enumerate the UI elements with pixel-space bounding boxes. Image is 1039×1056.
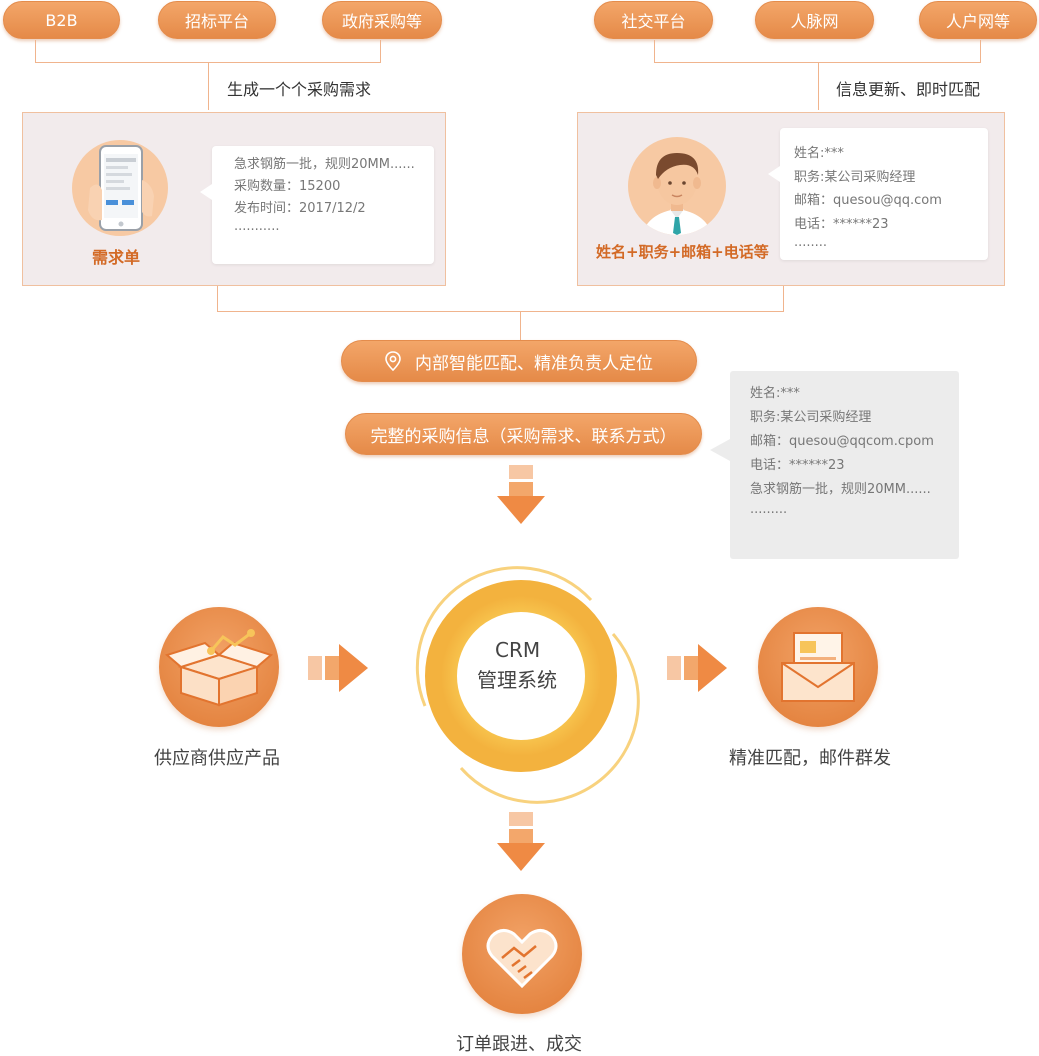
supplier-circle — [159, 607, 279, 727]
deal-circle — [462, 894, 582, 1014]
box-icon — [164, 629, 274, 707]
info-line: 职务:某公司采购经理 — [750, 410, 872, 425]
source-contacts-network: 人脉网 — [755, 1, 874, 39]
supplier-label: 供应商供应产品 — [154, 748, 280, 769]
source-government-procurement: 政府采购等 — [322, 1, 442, 39]
contact-line: 电话：******23 — [794, 216, 889, 232]
contact-panel: 姓名+职务+邮箱+电话等 姓名:*** 职务:某公司采购经理 邮箱：quesou… — [577, 112, 1005, 286]
connector-line — [380, 40, 381, 62]
connector-line — [520, 311, 521, 340]
contact-bubble: 姓名:*** 职务:某公司采购经理 邮箱：quesou@qq.com 电话：**… — [768, 128, 988, 260]
crm-title: CRM — [495, 638, 541, 662]
deal-label: 订单跟进、成交 — [456, 1034, 582, 1055]
envelope-icon — [781, 632, 855, 702]
demand-bubble: 急求钢筋一批，规则20MM...... 采购数量：15200 发布时间：2017… — [200, 146, 434, 264]
connector-line — [208, 62, 209, 110]
demand-line: 急求钢筋一批，规则20MM...... — [234, 157, 415, 172]
arrow-right-icon — [308, 644, 368, 692]
connector-line — [217, 286, 218, 311]
info-line: 电话：******23 — [750, 458, 845, 473]
connector-line — [217, 311, 784, 312]
demand-line: 采购数量：15200 — [234, 179, 341, 194]
contact-line: 邮箱：quesou@qq.com — [794, 193, 942, 208]
contact-line: ........ — [794, 235, 828, 250]
source-social-platform: 社交平台 — [594, 1, 713, 39]
demand-label: 需求单 — [92, 248, 141, 267]
connector-line — [654, 62, 981, 63]
demand-panel: 需求单 急求钢筋一批，规则20MM...... 采购数量：15200 发布时间：… — [22, 112, 446, 286]
info-line: 急求钢筋一批，规则20MM...... — [750, 482, 931, 497]
caption-generate-demands: 生成一个个采购需求 — [227, 80, 372, 99]
person-avatar-icon — [628, 137, 726, 235]
info-line: 姓名:*** — [750, 386, 800, 401]
info-pill: 完整的采购信息（采购需求、联系方式） — [345, 413, 702, 455]
source-bidding-platform: 招标平台 — [158, 1, 276, 39]
arrow-down-icon — [497, 465, 545, 524]
source-household-network: 人户网等 — [919, 1, 1037, 39]
demand-line: 发布时间：2017/12/2 — [234, 201, 366, 216]
connector-line — [818, 62, 819, 110]
match-pill-text: 内部智能匹配、精准负责人定位 — [415, 353, 653, 374]
email-circle — [758, 607, 878, 727]
connector-line — [783, 286, 784, 311]
match-pill: 内部智能匹配、精准负责人定位 — [341, 340, 697, 382]
arrow-down-icon — [497, 812, 545, 871]
arrow-right-icon — [667, 644, 727, 692]
phone-icon — [72, 140, 168, 236]
handshake-icon — [486, 929, 558, 989]
crm-subtitle: 管理系统 — [477, 668, 557, 692]
caption-update-match: 信息更新、即时匹配 — [836, 80, 981, 99]
connector-line — [980, 40, 981, 62]
info-line: 邮箱：quesou@qqcom.cpom — [750, 434, 934, 449]
email-label: 精准匹配，邮件群发 — [729, 748, 891, 769]
demand-line: ........... — [234, 219, 280, 234]
contact-line: 职务:某公司采购经理 — [794, 169, 916, 185]
info-line: ......... — [750, 502, 788, 517]
crm-ring — [415, 566, 640, 804]
location-pin-icon — [385, 351, 401, 372]
connector-line — [35, 40, 36, 62]
contact-label: 姓名+职务+邮箱+电话等 — [596, 243, 769, 261]
source-b2b: B2B — [3, 1, 120, 39]
info-box: 姓名:*** 职务:某公司采购经理 邮箱：quesou@qqcom.cpom 电… — [710, 371, 959, 559]
contact-line: 姓名:*** — [794, 146, 844, 161]
connector-line — [654, 40, 655, 62]
